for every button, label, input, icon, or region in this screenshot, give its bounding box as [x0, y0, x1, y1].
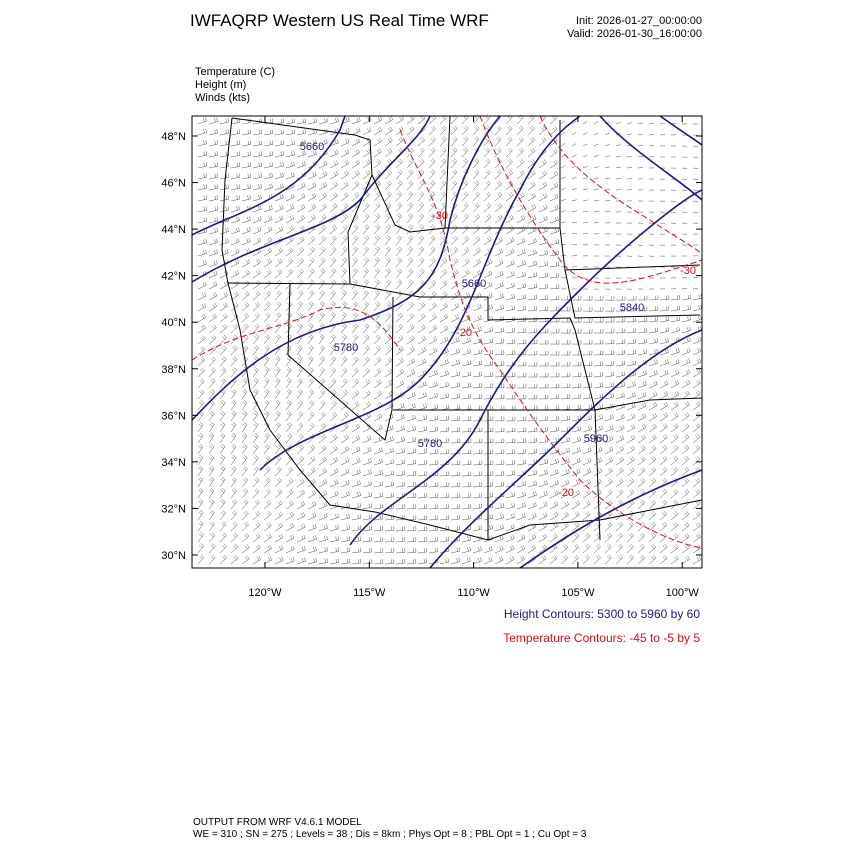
lon-label: 120°W — [248, 587, 282, 599]
height-label: 5660 — [300, 141, 324, 153]
height-legend: Height Contours: 5300 to 5960 by 60 — [504, 607, 700, 621]
temperature-label: -30 — [680, 265, 696, 277]
valid-time: Valid: 2026-01-30_16:00:00 — [567, 28, 702, 40]
map-axes: 48°N 46°N 44°N 42°N 40°N 38°N 36°N 34°N 32°N 30°N… — [161, 116, 702, 599]
title: IWFAQRP Western US Real Time WRF — [190, 11, 489, 30]
temperature-label: -20 — [456, 327, 472, 339]
temperature-contours — [191, 115, 703, 549]
init-time: Init: 2026-01-27_00:00:00 — [576, 15, 702, 27]
temperature-label: -30 — [432, 210, 448, 222]
footer-line: OUTPUT FROM WRF V4.6.1 MODEL — [193, 817, 362, 828]
wind-barb-field — [197, 114, 703, 565]
field-label: Height (m) — [195, 79, 246, 91]
height-label: 5840 — [620, 302, 644, 314]
lat-label: 42°N — [161, 271, 186, 283]
height-label: 5780 — [334, 342, 358, 354]
lat-label: 30°N — [161, 550, 186, 562]
lat-label: 44°N — [161, 224, 186, 236]
footer-line: WE = 310 ; SN = 275 ; Levels = 38 ; Dis … — [193, 829, 587, 840]
height-label: 5960 — [584, 433, 608, 445]
height-label: 5660 — [462, 278, 486, 290]
lat-label: 36°N — [161, 410, 186, 422]
lon-label: 110°W — [457, 587, 490, 599]
field-label: Winds (kts) — [195, 92, 250, 104]
lat-label: 48°N — [161, 131, 186, 143]
field-label: Temperature (C) — [195, 66, 275, 78]
temperature-label: -20 — [558, 487, 574, 499]
lat-label: 32°N — [161, 503, 186, 515]
lat-label: 38°N — [161, 364, 186, 376]
temperature-legend: Temperature Contours: -45 to -5 by 5 — [503, 631, 700, 645]
lat-label: 34°N — [161, 457, 186, 469]
contour-labels: 5660 5660 5840 5780 5780 5960 -30 -20 -2… — [300, 141, 696, 499]
lat-label: 46°N — [161, 178, 186, 190]
height-contours — [191, 115, 703, 569]
lon-label: 105°W — [561, 587, 595, 599]
lon-label: 115°W — [353, 587, 386, 599]
height-label: 5780 — [418, 438, 442, 450]
wind-barbs — [197, 114, 703, 565]
lat-label: 40°N — [161, 317, 186, 329]
map-frame — [191, 115, 703, 569]
lon-label: 100°W — [666, 587, 700, 599]
